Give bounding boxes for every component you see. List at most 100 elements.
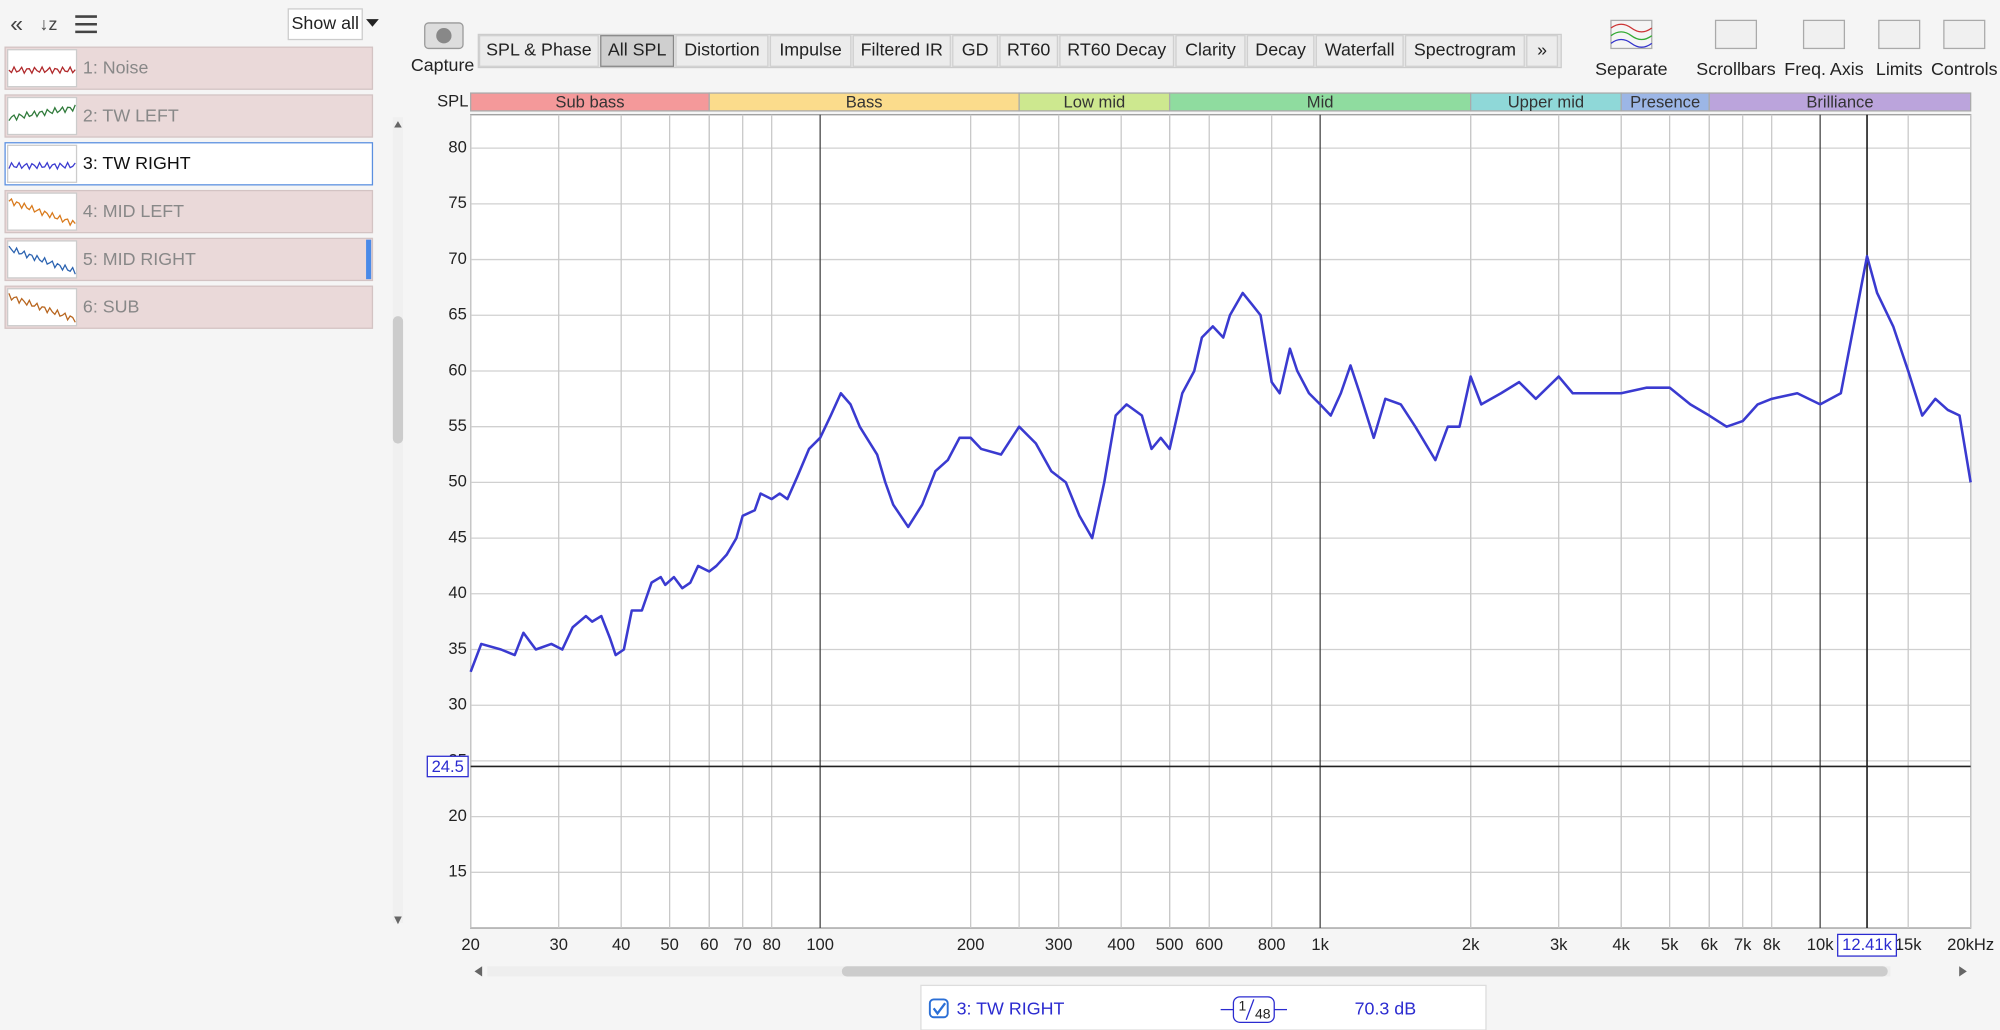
x-tick-label: 5k [1661, 935, 1679, 954]
list-scroll-thumb[interactable] [392, 316, 404, 444]
x-tick-label: 4k [1612, 935, 1630, 954]
list-item-label: 3: TW RIGHT [83, 153, 191, 173]
thumbnail-trace [8, 104, 76, 122]
x-tick-label: 50 [660, 935, 678, 954]
y-tick-label: 55 [448, 416, 466, 435]
thumbnail-trace [8, 197, 76, 227]
smoothing-num: 1 [1238, 998, 1246, 1014]
band-label: Low mid [1064, 93, 1126, 112]
tab-label: All SPL [608, 40, 667, 60]
tab-label: Distortion [684, 40, 759, 60]
tool-buttons: Separate Scrollbars Freq. Axis Limits Contro… [1595, 19, 1998, 79]
tab-label: » [1537, 40, 1547, 60]
h-scroll-thumb[interactable] [841, 966, 1888, 977]
x-tick-label: 1k [1311, 935, 1329, 954]
tab[interactable] [1526, 35, 1559, 67]
separate-wave [1610, 38, 1653, 48]
tool-label: Freq. Axis [1784, 59, 1863, 79]
dropdown-arrow[interactable] [366, 19, 379, 27]
x-tick-label: 300 [1045, 935, 1073, 954]
tab[interactable] [1246, 35, 1315, 67]
y-tick-label: 60 [448, 360, 466, 379]
y-tick-label: 20 [448, 806, 466, 825]
band-label: Brilliance [1806, 93, 1873, 112]
cursor-x-box [1837, 933, 1898, 957]
x-tick-label: 3k [1550, 935, 1568, 954]
y-tick-label: 35 [448, 639, 466, 658]
tab[interactable] [1175, 35, 1246, 67]
thumbnail [7, 288, 78, 327]
tool-icon[interactable] [1943, 19, 1986, 50]
tool-icon[interactable] [1610, 19, 1653, 50]
x-tick-label: 8k [1763, 935, 1781, 954]
x-tick-label: 15k [1895, 935, 1922, 954]
cursor-y-box [426, 755, 469, 778]
tab[interactable] [600, 35, 675, 67]
tab[interactable] [478, 35, 599, 67]
cursor-y-label: 24.5 [432, 757, 464, 776]
tool-icon[interactable] [1878, 19, 1921, 50]
tool-label: Limits [1876, 59, 1923, 79]
band-label: Sub bass [555, 93, 624, 112]
tab-label: Filtered IR [861, 40, 943, 60]
readout: 70.3 dB [1355, 998, 1417, 1018]
tool-label: Scrollbars [1696, 59, 1775, 79]
x-tick-label: 40 [612, 935, 630, 954]
list-item-label: 6: SUB [83, 297, 140, 317]
tool-label: Controls [1931, 59, 1998, 79]
plot-area [470, 114, 1972, 929]
tab[interactable] [1315, 35, 1404, 67]
active-marker [366, 239, 372, 280]
tab[interactable] [852, 35, 951, 67]
x-tick-label: 200 [957, 935, 985, 954]
tab[interactable] [952, 35, 999, 67]
x-tick-label: 70 [733, 935, 751, 954]
y-tick-label: 50 [448, 472, 466, 491]
tab[interactable] [769, 35, 852, 67]
show-all-button[interactable] [287, 8, 363, 41]
chart: Sub bass Bass Low mid Mid Upper mid Presence B… [426, 91, 1994, 957]
tab-label: GD [962, 40, 989, 60]
y-tick-label: 70 [448, 249, 466, 268]
collapse-icon[interactable]: « [10, 11, 23, 37]
tab-label: Impulse [779, 40, 842, 60]
y-tick-label: 15 [448, 862, 466, 881]
x-tick-label: 10k [1807, 935, 1834, 954]
smoothing-den: 48 [1255, 1005, 1271, 1021]
tab[interactable] [999, 35, 1059, 67]
capture-icon[interactable] [424, 22, 464, 50]
sort-icon[interactable]: ↓z [40, 14, 58, 34]
y-tick-label: 45 [448, 527, 466, 546]
band [1708, 92, 1972, 112]
tab[interactable] [1059, 35, 1175, 67]
x-tick-label: 2k [1462, 935, 1480, 954]
y-axis-label: SPL [437, 91, 468, 110]
thumbnail [7, 240, 78, 279]
tool-icon[interactable] [1714, 19, 1758, 50]
x-tick-label: 60 [700, 935, 718, 954]
band-label: Bass [846, 93, 883, 112]
separate-wave [1610, 31, 1653, 41]
separate-wave [1610, 23, 1653, 33]
tab[interactable] [1404, 35, 1525, 67]
band-label: Presence [1630, 93, 1700, 112]
x-tick-label: 400 [1107, 935, 1135, 954]
y-tick-label: 75 [448, 193, 466, 212]
tool-icon[interactable] [1802, 19, 1846, 50]
thumbnail [7, 96, 78, 136]
tab[interactable] [675, 35, 769, 67]
checkbox[interactable] [928, 998, 949, 1019]
list-scrollbar[interactable] [392, 117, 404, 923]
band-label: Upper mid [1508, 93, 1584, 112]
menu-icon[interactable] [75, 15, 97, 34]
smoothing-control[interactable] [1220, 996, 1287, 1023]
x-tick-label: 500 [1156, 935, 1184, 954]
x-tick-label: 20kHz [1947, 935, 1994, 954]
y-tick-label: 65 [448, 305, 466, 324]
x-tick-label: 800 [1258, 935, 1286, 954]
y-tick-label: 40 [448, 583, 466, 602]
tab-label: Waterfall [1325, 40, 1395, 60]
x-tick-label: 30 [549, 935, 567, 954]
tab-label: RT60 [1007, 40, 1050, 60]
